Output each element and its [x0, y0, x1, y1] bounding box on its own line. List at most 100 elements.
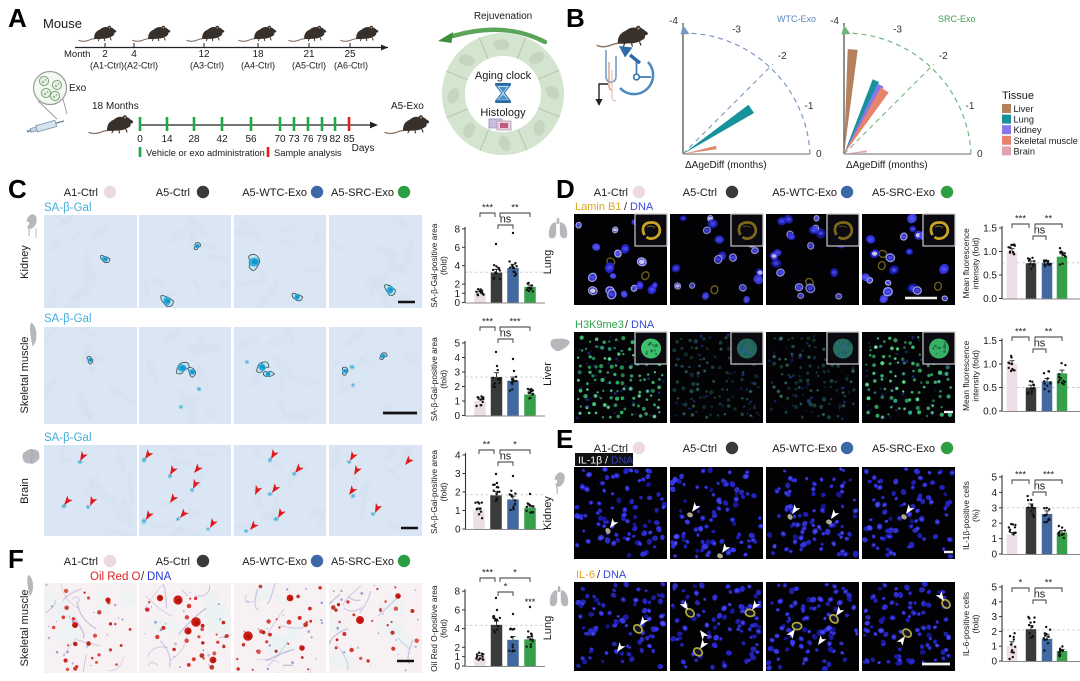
svg-text:***: ***	[1015, 214, 1026, 225]
svg-text:Kidney: Kidney	[19, 245, 31, 279]
svg-text:73: 73	[288, 134, 300, 145]
svg-text:Brain: Brain	[19, 478, 31, 504]
svg-text:B: B	[566, 3, 585, 33]
svg-text:-2: -2	[939, 51, 948, 62]
svg-text:4: 4	[991, 488, 997, 499]
svg-text:1: 1	[455, 506, 461, 517]
svg-text:ns: ns	[1034, 589, 1046, 601]
svg-text:(A1-Ctrl)(A2-Ctrl): (A1-Ctrl)(A2-Ctrl)	[90, 61, 158, 71]
svg-text:A5-Exo: A5-Exo	[391, 101, 424, 112]
svg-text:56: 56	[245, 134, 257, 145]
svg-text:1.5: 1.5	[983, 224, 997, 235]
svg-text:Month: Month	[64, 49, 90, 60]
svg-text:Histology: Histology	[480, 107, 526, 119]
svg-text:3: 3	[455, 469, 461, 480]
svg-text:Oil Red O-positive area: Oil Red O-positive area	[429, 585, 439, 672]
svg-text:SA-β-Gal-positive area: SA-β-Gal-positive area	[429, 450, 439, 534]
svg-text:8: 8	[454, 587, 460, 598]
svg-text:**: **	[1045, 214, 1053, 225]
svg-text:DNA: DNA	[631, 319, 655, 331]
svg-text:5: 5	[991, 583, 997, 594]
svg-text:ns: ns	[500, 328, 512, 340]
svg-text:-2: -2	[778, 51, 787, 62]
svg-text:2: 2	[454, 382, 460, 393]
svg-text:0: 0	[991, 657, 997, 668]
svg-text:-1: -1	[966, 101, 975, 112]
svg-text:ns: ns	[1034, 338, 1046, 350]
svg-text:-4: -4	[830, 16, 839, 27]
svg-text:Kidney: Kidney	[1014, 125, 1042, 135]
svg-text:SA-β-Gal: SA-β-Gal	[44, 202, 92, 214]
svg-text:A1-Ctrl: A1-Ctrl	[64, 187, 98, 199]
svg-text:(fold): (fold)	[439, 256, 449, 275]
svg-text:(fold): (fold)	[439, 482, 449, 501]
svg-text:-3: -3	[893, 25, 902, 36]
svg-text:C: C	[8, 174, 27, 204]
svg-text:0.5: 0.5	[983, 271, 997, 282]
svg-text:4: 4	[454, 624, 460, 635]
svg-text:A5-SRC-Exo: A5-SRC-Exo	[872, 187, 935, 199]
svg-text:(A6-Ctrl): (A6-Ctrl)	[334, 61, 368, 71]
svg-text:14: 14	[161, 134, 173, 145]
svg-text:A1-Ctrl: A1-Ctrl	[594, 443, 628, 455]
svg-text:SA-β-Gal: SA-β-Gal	[44, 313, 92, 325]
svg-text:3: 3	[991, 503, 997, 514]
svg-text:Days: Days	[352, 143, 375, 154]
svg-text:DNA: DNA	[630, 201, 654, 213]
svg-text:*: *	[504, 582, 508, 593]
svg-text:A5-Ctrl: A5-Ctrl	[156, 556, 190, 568]
svg-text:0.0: 0.0	[983, 294, 997, 305]
svg-text:A1-Ctrl: A1-Ctrl	[594, 187, 628, 199]
svg-text:Exo: Exo	[69, 83, 87, 94]
svg-text:A5-Ctrl: A5-Ctrl	[683, 187, 717, 199]
svg-text:Kidney: Kidney	[542, 496, 554, 530]
svg-text:1.0: 1.0	[983, 360, 997, 371]
svg-text:*: *	[513, 568, 517, 579]
svg-text:A5-SRC-Exo: A5-SRC-Exo	[331, 187, 394, 199]
svg-text:2: 2	[991, 627, 997, 638]
svg-text:A5-SRC-Exo: A5-SRC-Exo	[872, 443, 935, 455]
svg-text:(%): (%)	[971, 509, 981, 522]
svg-text:**: **	[511, 203, 519, 214]
svg-text:***: ***	[509, 317, 520, 328]
svg-text:/: /	[597, 569, 601, 581]
svg-text:1: 1	[454, 397, 460, 408]
svg-text:Oil Red O: Oil Red O	[90, 571, 141, 583]
svg-text:2: 2	[454, 643, 460, 654]
svg-text:ns: ns	[500, 451, 512, 463]
svg-text:Tissue: Tissue	[1002, 90, 1034, 102]
svg-text:Lung: Lung	[542, 616, 554, 640]
svg-text:A1-Ctrl: A1-Ctrl	[64, 556, 98, 568]
svg-text:intensity (fold): intensity (fold)	[971, 350, 981, 402]
svg-text:6: 6	[454, 243, 460, 254]
svg-text:D: D	[556, 174, 575, 204]
svg-text:4: 4	[131, 49, 137, 60]
svg-text:0: 0	[454, 662, 460, 673]
svg-text:/: /	[624, 201, 628, 213]
svg-text:Liver: Liver	[542, 362, 554, 386]
svg-text:18 Months: 18 Months	[92, 101, 139, 112]
svg-text:5: 5	[991, 473, 997, 484]
svg-text:-4: -4	[669, 16, 678, 27]
svg-text:***: ***	[1015, 327, 1026, 338]
svg-text:A: A	[8, 3, 27, 33]
svg-text:***: ***	[482, 317, 493, 328]
svg-text:Lung: Lung	[1014, 115, 1034, 125]
svg-text:Mean fluorescence: Mean fluorescence	[961, 340, 971, 410]
svg-text:/: /	[141, 571, 145, 583]
svg-text:28: 28	[188, 134, 200, 145]
svg-text:12: 12	[198, 49, 210, 60]
svg-text:3: 3	[454, 368, 460, 379]
svg-text:H3K9me3: H3K9me3	[575, 319, 624, 331]
svg-text:42: 42	[216, 134, 228, 145]
svg-text:3: 3	[991, 612, 997, 623]
svg-text:***: ***	[1043, 470, 1054, 481]
svg-text:IL-1β /: IL-1β /	[578, 455, 608, 467]
svg-text:**: **	[483, 440, 491, 451]
svg-text:*: *	[513, 440, 517, 451]
svg-text:2: 2	[454, 280, 460, 291]
svg-text:WTC-Exo: WTC-Exo	[777, 14, 816, 24]
svg-text:***: ***	[525, 597, 536, 607]
svg-text:0: 0	[991, 550, 997, 561]
svg-text:Mouse: Mouse	[43, 16, 82, 31]
